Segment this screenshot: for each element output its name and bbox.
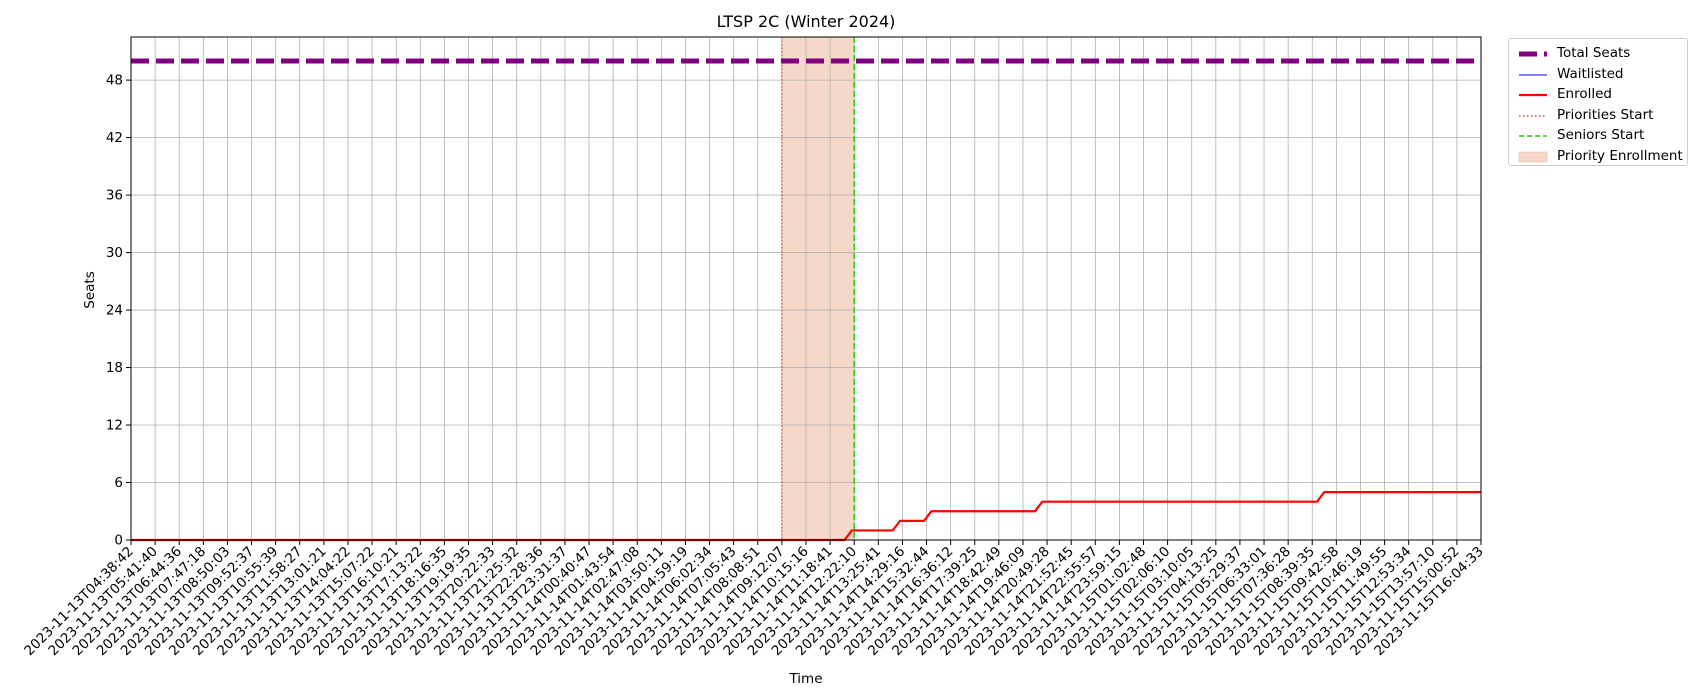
- y-axis-label: Seats: [82, 271, 98, 308]
- y-tick-label: 24: [106, 303, 123, 319]
- chart-title: LTSP 2C (Winter 2024): [717, 12, 896, 31]
- grid-layer: [130, 37, 1482, 541]
- span-layer: [781, 37, 855, 540]
- legend-swatch: [1519, 135, 1547, 137]
- y-tick-label: 0: [114, 533, 123, 549]
- legend-item: Enrolled: [1509, 85, 1687, 105]
- y-tick-label: 30: [106, 245, 123, 261]
- y-tick-label: 12: [106, 418, 123, 434]
- priority-enrollment-span: [781, 37, 855, 540]
- y-tick-label: 42: [106, 130, 123, 146]
- legend-swatch: [1519, 51, 1547, 57]
- legend-item: Seniors Start: [1509, 126, 1687, 146]
- legend-swatch: [1519, 93, 1547, 97]
- legend-item: Waitlisted: [1509, 65, 1687, 85]
- legend-item: Priority Enrollment: [1509, 147, 1687, 167]
- legend: Total Seats Waitlisted Enrolled Priorities …: [1508, 38, 1688, 166]
- y-tick-label: 36: [106, 188, 123, 204]
- legend-item: Total Seats: [1509, 44, 1687, 64]
- legend-label: Total Seats: [1557, 45, 1631, 61]
- legend-label: Seniors Start: [1557, 127, 1645, 143]
- y-tick-label: 18: [106, 360, 123, 376]
- enrolled-series: [131, 491, 1481, 542]
- legend-label: Priority Enrollment: [1557, 147, 1683, 164]
- axes-layer: 06121824303642482023-11-13T04:38:422023-…: [21, 36, 1487, 659]
- legend-swatch: [1519, 74, 1547, 75]
- y-tick-label: 48: [106, 73, 123, 89]
- legend-swatch: [1518, 151, 1548, 162]
- legend-label: Waitlisted: [1557, 65, 1624, 82]
- legend-swatch: [1519, 114, 1547, 117]
- legend-swatch-mark: [1518, 151, 1548, 162]
- legend-label: Priorities Start: [1557, 106, 1654, 123]
- x-axis-label: Time: [788, 671, 822, 687]
- legend-label: Enrolled: [1557, 86, 1612, 102]
- y-tick-label: 6: [114, 475, 123, 491]
- legend-item: Priorities Start: [1509, 106, 1687, 126]
